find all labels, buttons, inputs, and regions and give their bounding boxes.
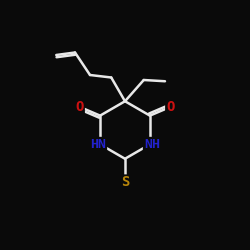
Text: S: S (121, 176, 129, 190)
Text: O: O (166, 100, 174, 114)
Text: HN: HN (90, 138, 106, 151)
Text: NH: NH (144, 138, 160, 151)
Text: O: O (76, 100, 84, 114)
